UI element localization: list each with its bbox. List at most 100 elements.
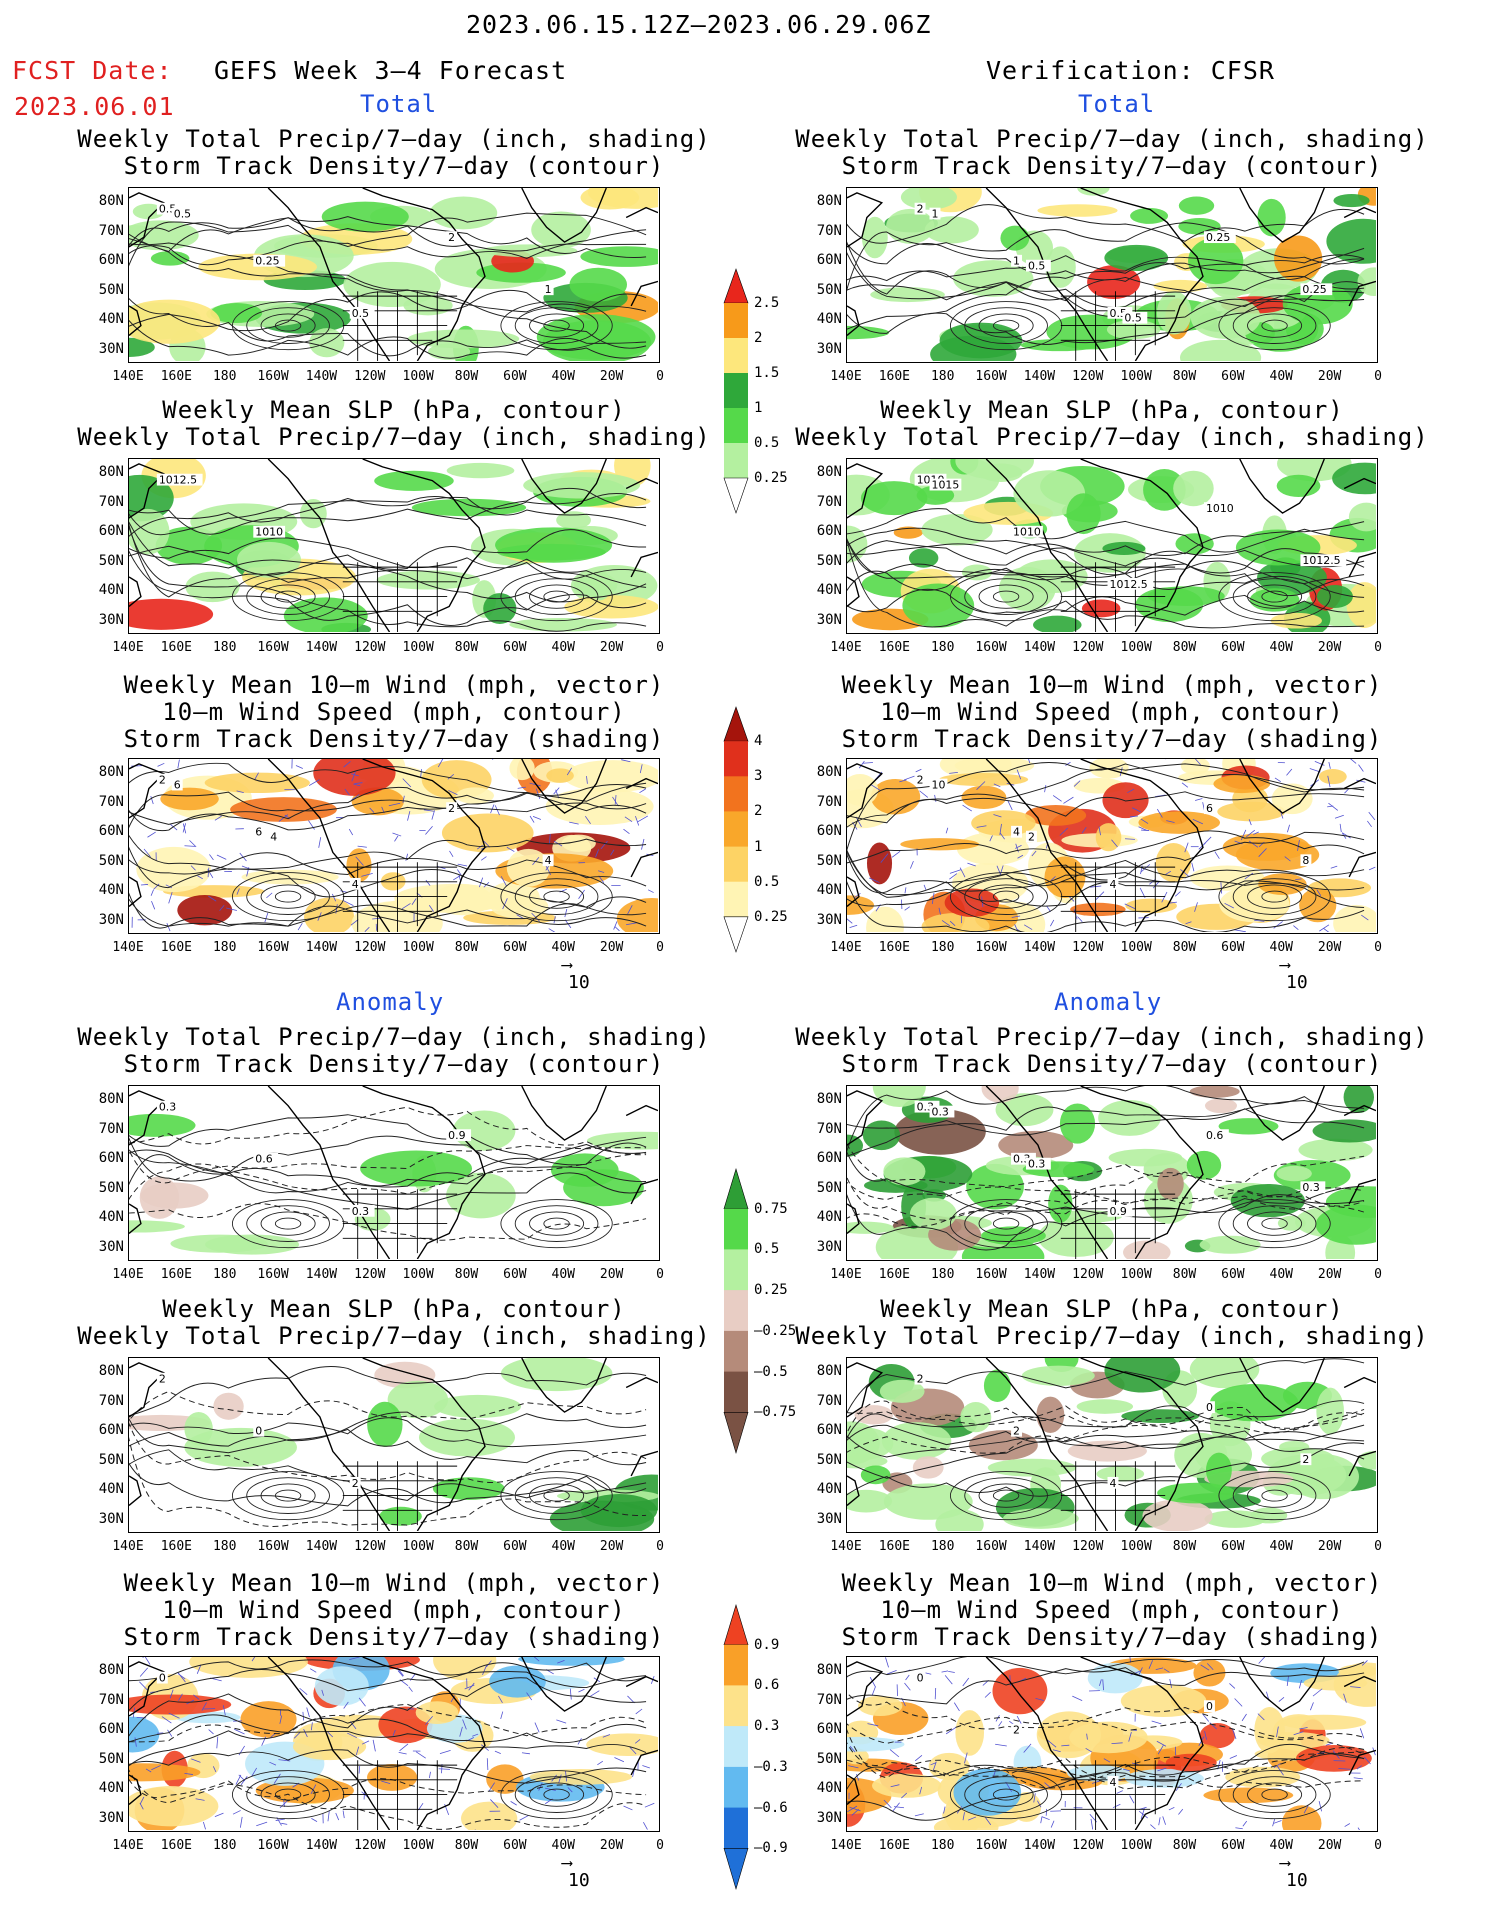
coastline bbox=[267, 1358, 486, 1531]
map-canvas: 0 2 4 0 bbox=[847, 1657, 1376, 1830]
wind-vector bbox=[1184, 842, 1189, 853]
lon-label: 180 bbox=[212, 1267, 237, 1282]
wind-vector bbox=[849, 924, 858, 928]
shading-blob bbox=[847, 325, 890, 340]
contour-label-bg bbox=[156, 1671, 168, 1684]
forecast-map-panom: 0.3 0.6 0.3 0.9 bbox=[128, 1085, 660, 1261]
contour-line bbox=[847, 538, 1365, 598]
wind-vector bbox=[235, 1774, 242, 1785]
shading-blob bbox=[983, 1369, 1011, 1402]
wind-vector bbox=[1231, 1728, 1237, 1740]
wind-vector bbox=[1033, 1793, 1036, 1803]
contour-line bbox=[129, 762, 647, 814]
panel-title-line: Storm Track Density/7–day (contour) bbox=[841, 1050, 1383, 1078]
wind-vector bbox=[297, 922, 303, 931]
wind-vector bbox=[344, 788, 350, 796]
contour-label-bg bbox=[253, 1152, 279, 1165]
contour-label: 1 bbox=[545, 283, 552, 296]
contour-line bbox=[129, 221, 647, 267]
contour-label: 0.3 bbox=[352, 1205, 369, 1218]
lat-label: 30N bbox=[98, 1510, 124, 1527]
lat-label: 50N bbox=[816, 281, 842, 298]
contour-line bbox=[129, 297, 647, 359]
wind-vector bbox=[167, 1729, 173, 1737]
wind-vector bbox=[1273, 921, 1283, 929]
lon-label: 20W bbox=[599, 1267, 624, 1282]
wind-vector bbox=[139, 1796, 145, 1805]
contour-label-bg bbox=[171, 778, 183, 791]
coastline bbox=[847, 1090, 884, 1234]
wind-vector bbox=[214, 815, 222, 821]
coastline bbox=[1239, 759, 1325, 814]
wind-vector bbox=[1229, 1683, 1236, 1689]
wind-vector bbox=[351, 794, 360, 801]
wind-vector bbox=[1224, 902, 1234, 909]
colorbar-cap bbox=[723, 268, 749, 304]
wind-vector bbox=[938, 907, 941, 915]
shading-blob bbox=[304, 897, 355, 932]
wind-vector bbox=[984, 1691, 991, 1698]
contour-label: 4 bbox=[1013, 826, 1020, 839]
contour-label-bg bbox=[929, 478, 962, 491]
wind-vector bbox=[1204, 1731, 1207, 1740]
shading-blob bbox=[1033, 615, 1082, 632]
shading-blob bbox=[140, 1182, 209, 1209]
contour-line bbox=[847, 1176, 1365, 1221]
shading-blob bbox=[847, 1736, 905, 1752]
shading-blob bbox=[411, 498, 527, 517]
coastline bbox=[1343, 477, 1376, 578]
contour-label-bg bbox=[1107, 577, 1154, 590]
contour-label: 4 bbox=[1110, 1776, 1117, 1789]
contour-label: 0.3 bbox=[1302, 1181, 1319, 1194]
wind-vector bbox=[1156, 1740, 1167, 1747]
shading-blob bbox=[1280, 1714, 1367, 1730]
wind-vector bbox=[254, 772, 259, 781]
contour-label-bg bbox=[156, 1372, 168, 1385]
wind-vector bbox=[318, 837, 322, 848]
closed-contour bbox=[978, 584, 1034, 609]
contour-label-bg bbox=[253, 254, 286, 267]
wind-vector bbox=[643, 1822, 648, 1830]
wind-vector bbox=[278, 1759, 291, 1762]
shading-blob bbox=[866, 842, 893, 885]
shading-blob bbox=[241, 869, 339, 885]
lat-label: 30N bbox=[816, 340, 842, 357]
wind-vector bbox=[1044, 784, 1047, 793]
wind-vector bbox=[529, 782, 541, 787]
closed-contour bbox=[964, 307, 1048, 344]
contour-label-bg bbox=[914, 1671, 926, 1684]
wind-vector bbox=[995, 1743, 1007, 1747]
wind-vector bbox=[1258, 848, 1267, 857]
wind-vector bbox=[1334, 814, 1344, 819]
wind-vector bbox=[1330, 865, 1338, 869]
wind-vector bbox=[943, 1806, 946, 1814]
wind-vector bbox=[1316, 1752, 1325, 1754]
contour-line bbox=[129, 1662, 647, 1712]
wind-vector bbox=[269, 1761, 277, 1766]
lon-label: 0 bbox=[1374, 1838, 1382, 1853]
shading-blob bbox=[847, 1421, 880, 1465]
wind-vector bbox=[1031, 850, 1037, 857]
contour-label: 0 bbox=[917, 1672, 924, 1685]
lon-label: 60W bbox=[503, 1539, 527, 1554]
lon-label: 140W bbox=[1023, 940, 1056, 955]
wind-vector bbox=[964, 1752, 968, 1764]
lat-label: 60N bbox=[98, 523, 124, 539]
shading-blob bbox=[1209, 1384, 1299, 1422]
coastline bbox=[985, 759, 1204, 932]
wind-vector bbox=[1016, 1715, 1022, 1724]
lon-label: 80W bbox=[454, 1267, 479, 1282]
lon-label: 180 bbox=[212, 1539, 237, 1554]
panel-title: Weekly Mean SLP (hPa, contour) Weekly Tot… bbox=[68, 397, 720, 451]
contour-line bbox=[847, 1746, 1365, 1790]
lon-label: 80W bbox=[1172, 940, 1197, 955]
wind-vector bbox=[1367, 820, 1372, 828]
lon-label: 0 bbox=[656, 369, 664, 384]
wind-vector bbox=[1050, 1820, 1055, 1828]
contour-line bbox=[847, 222, 1365, 291]
shading-blob bbox=[189, 1657, 308, 1678]
contour-line bbox=[129, 1659, 647, 1689]
wind-vector bbox=[1046, 1739, 1057, 1748]
wind-vector bbox=[168, 1712, 180, 1719]
wind-vector bbox=[1119, 767, 1123, 777]
